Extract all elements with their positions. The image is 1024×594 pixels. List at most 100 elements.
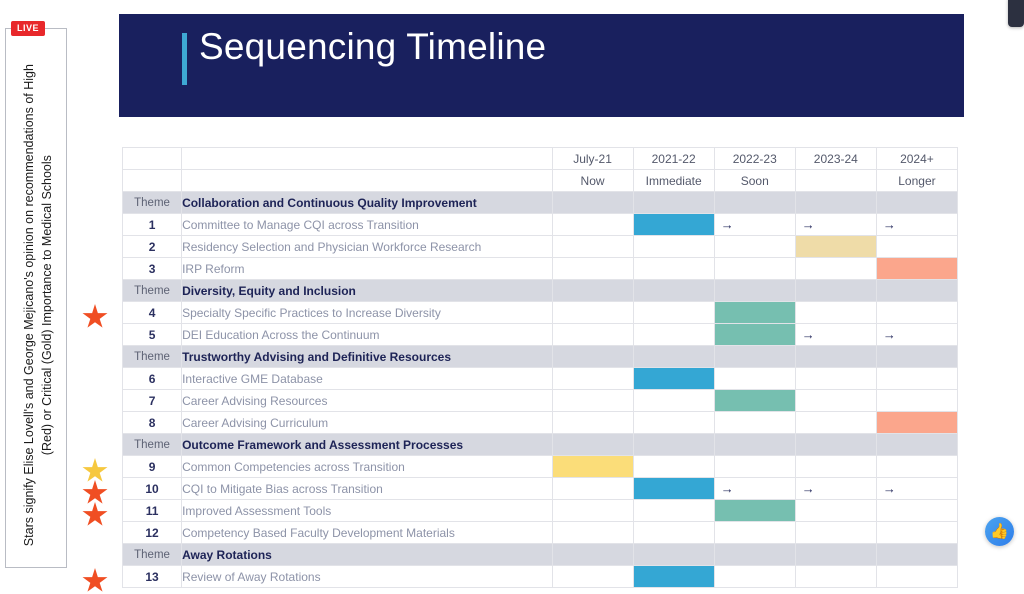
- column-header-year-1: 2021-22: [632, 147, 715, 170]
- theme-row: Theme Trustworthy Advising and Definitive…: [121, 345, 959, 368]
- item-name: Residency Selection and Physician Workfo…: [181, 235, 553, 258]
- theme-period-cell-4: [875, 433, 959, 456]
- timeline-cell-6-1: [632, 367, 715, 390]
- thumbs-up-icon[interactable]: 👍: [985, 517, 1014, 546]
- theme-period-cell-2: [713, 345, 796, 368]
- item-name: Career Advising Resources: [181, 389, 553, 412]
- item-number: 2: [121, 235, 183, 258]
- item-name: DEI Education Across the Continuum: [181, 323, 553, 346]
- timeline-bar-teal: [714, 302, 795, 323]
- theme-period-cell-0: [551, 543, 634, 566]
- timeline-cell-7-2: [713, 389, 796, 412]
- timeline-cell-9-4: [875, 455, 959, 478]
- theme-label: Theme: [121, 191, 183, 214]
- theme-period-cell-3: [794, 191, 877, 214]
- timeline-bar-teal: [714, 324, 795, 345]
- timeline-cell-12-2: [713, 521, 796, 544]
- timeline-cell-9-3: [794, 455, 877, 478]
- timeline-bar-teal: [714, 500, 795, 521]
- theme-name: Away Rotations: [181, 543, 553, 566]
- timeline-cell-12-1: [632, 521, 715, 544]
- table-row: 10 CQI to Mitigate Bias across Transition…: [121, 477, 959, 500]
- timeline-cell-3-0: [551, 257, 634, 280]
- table-row: 13 Review of Away Rotations: [121, 565, 959, 588]
- theme-period-cell-1: [632, 433, 715, 456]
- timeline-cell-3-2: [713, 257, 796, 280]
- table-row: 9 Common Competencies across Transition: [121, 455, 959, 478]
- theme-period-cell-1: [632, 191, 715, 214]
- item-name: Committee to Manage CQI across Transitio…: [181, 213, 553, 236]
- continuation-arrow-icon: →: [801, 216, 815, 232]
- timeline-cell-11-0: [551, 499, 634, 522]
- timeline-cell-5-1: [632, 323, 715, 346]
- header-row-phases: Now Immediate Soon Longer: [121, 169, 959, 192]
- header-theme-spacer: [121, 147, 183, 170]
- continuation-arrow-icon: →: [882, 326, 896, 342]
- theme-name: Outcome Framework and Assessment Process…: [181, 433, 553, 456]
- theme-period-cell-4: [875, 279, 959, 302]
- theme-period-cell-1: [632, 345, 715, 368]
- timeline-cell-10-1: [632, 477, 715, 500]
- theme-label: Theme: [121, 543, 183, 566]
- priority-star-red-item-11: [82, 502, 108, 526]
- item-name: IRP Reform: [181, 257, 553, 280]
- timeline-cell-4-4: [875, 301, 959, 324]
- theme-period-cell-1: [632, 279, 715, 302]
- table-row: 12 Competency Based Faculty Development M…: [121, 521, 959, 544]
- timeline-cell-6-2: [713, 367, 796, 390]
- theme-row: Theme Outcome Framework and Assessment Pr…: [121, 433, 959, 456]
- title-accent-bar: [182, 33, 187, 85]
- stars-legend-note: Stars signify Elise Lovell's and George …: [21, 64, 54, 547]
- header-row-years: July-21 2021-22 2022-23 2023-24 2024+: [121, 147, 959, 170]
- theme-period-cell-2: [713, 543, 796, 566]
- continuation-arrow-icon: →: [882, 480, 896, 496]
- timeline-cell-13-1: [632, 565, 715, 588]
- theme-row: Theme Away Rotations: [121, 543, 959, 566]
- timeline-cell-10-0: [551, 477, 634, 500]
- item-name: Career Advising Curriculum: [181, 411, 553, 434]
- theme-period-cell-4: [875, 345, 959, 368]
- theme-period-cell-2: [713, 279, 796, 302]
- timeline-cell-13-2: [713, 565, 796, 588]
- item-number: 7: [121, 389, 183, 412]
- timeline-cell-8-3: [794, 411, 877, 434]
- column-header-year-4: 2024+: [875, 147, 959, 170]
- timeline-cell-5-2: [713, 323, 796, 346]
- item-number: 13: [121, 565, 183, 588]
- timeline-cell-7-0: [551, 389, 634, 412]
- column-header-phase-0: Now: [551, 169, 634, 192]
- item-number: 1: [121, 213, 183, 236]
- theme-name: Trustworthy Advising and Definitive Reso…: [181, 345, 553, 368]
- timeline-cell-11-3: [794, 499, 877, 522]
- item-name: Review of Away Rotations: [181, 565, 553, 588]
- timeline-cell-3-3: [794, 257, 877, 280]
- timeline-cell-10-3: →: [794, 477, 877, 500]
- priority-star-red-item-13: [82, 568, 108, 592]
- timeline-cell-12-0: [551, 521, 634, 544]
- item-name: Competency Based Faculty Development Mat…: [181, 521, 553, 544]
- theme-label: Theme: [121, 433, 183, 456]
- table-row: 1 Committee to Manage CQI across Transiti…: [121, 213, 959, 236]
- theme-name: Diversity, Equity and Inclusion: [181, 279, 553, 302]
- item-name: CQI to Mitigate Bias across Transition: [181, 477, 553, 500]
- column-header-phase-1: Immediate: [632, 169, 715, 192]
- item-number: 6: [121, 367, 183, 390]
- timeline-cell-5-3: →: [794, 323, 877, 346]
- timeline-cell-4-2: [713, 301, 796, 324]
- theme-period-cell-2: [713, 191, 796, 214]
- continuation-arrow-icon: →: [801, 326, 815, 342]
- column-header-year-0: July-21: [551, 147, 634, 170]
- theme-period-cell-0: [551, 433, 634, 456]
- item-number: 10: [121, 477, 183, 500]
- timeline-cell-9-0: [551, 455, 634, 478]
- theme-period-cell-3: [794, 345, 877, 368]
- slide-title-banner: Sequencing Timeline: [119, 14, 964, 117]
- timeline-cell-1-4: →: [875, 213, 959, 236]
- theme-period-cell-4: [875, 191, 959, 214]
- column-header-year-3: 2023-24: [794, 147, 877, 170]
- top-right-toolbar-widget[interactable]: [1008, 0, 1024, 27]
- timeline-cell-5-0: [551, 323, 634, 346]
- timeline-cell-11-1: [632, 499, 715, 522]
- timeline-cell-5-4: →: [875, 323, 959, 346]
- timeline-cell-8-4: [875, 411, 959, 434]
